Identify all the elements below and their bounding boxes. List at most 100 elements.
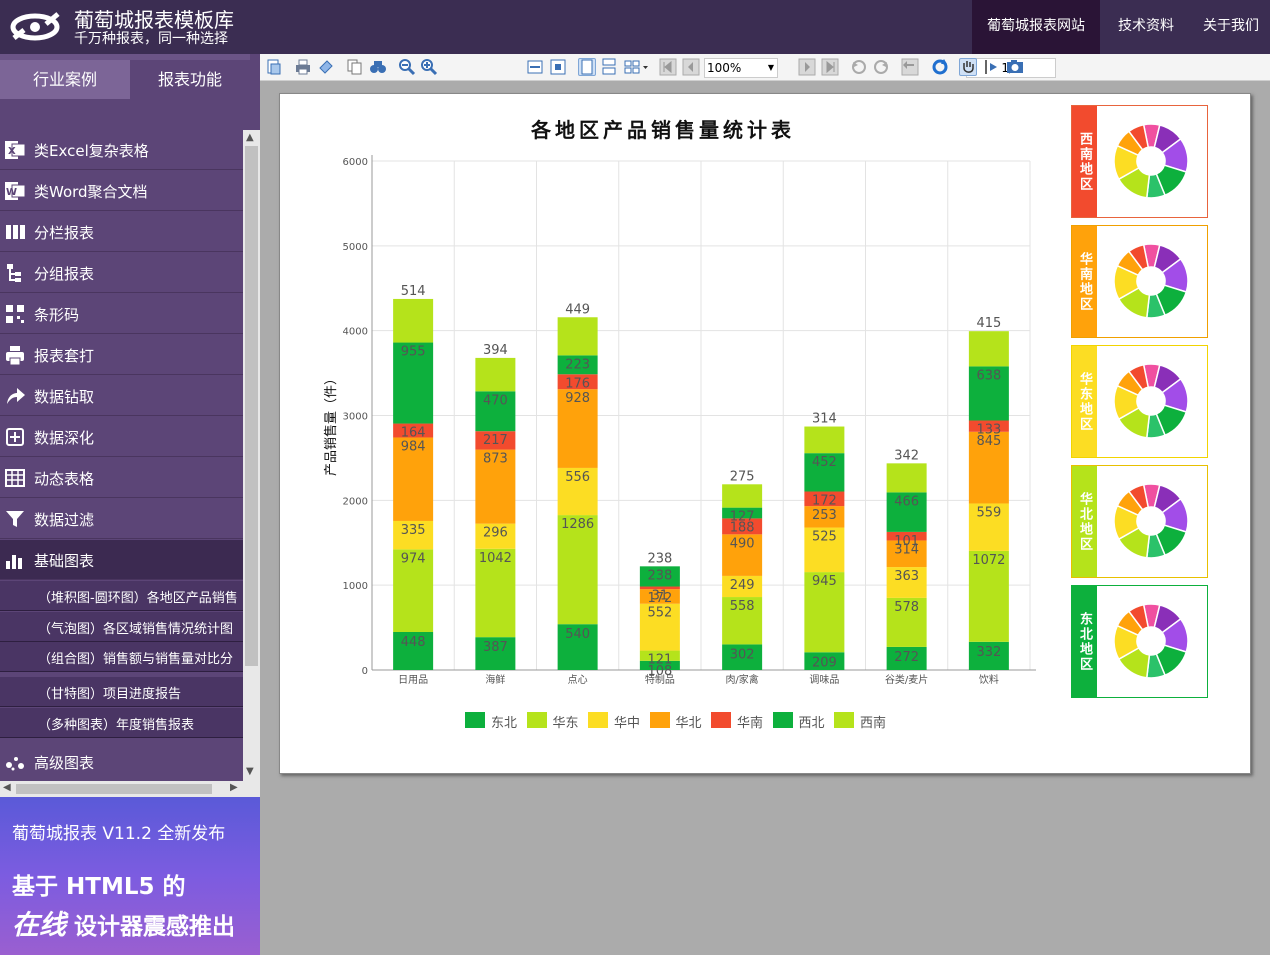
donut-chart — [1114, 604, 1188, 678]
sidebar-item[interactable]: 基础图表 — [0, 540, 243, 580]
tab-report-features[interactable]: 报表功能 — [130, 60, 250, 99]
text-select-icon[interactable] — [983, 58, 1001, 76]
nav-about[interactable]: 关于我们 — [1203, 18, 1259, 34]
x-tick-label: 点心 — [568, 674, 588, 686]
first-page-icon[interactable] — [659, 58, 677, 76]
region-donut-card[interactable]: 华北地区 — [1071, 465, 1208, 578]
data-label: 249 — [730, 578, 755, 593]
region-band — [1072, 466, 1097, 577]
legend-item[interactable]: 西南 — [834, 712, 886, 731]
region-band — [1072, 226, 1097, 337]
legend-swatch — [772, 712, 793, 728]
bar-segment — [393, 342, 434, 424]
excel-icon: X — [5, 141, 26, 159]
region-donut-card[interactable]: 华南地区 — [1071, 225, 1208, 338]
data-label: 335 — [401, 523, 426, 538]
page-setup-icon[interactable] — [317, 58, 335, 76]
legend-item[interactable]: 东北 — [465, 712, 517, 731]
scrollbar-thumb[interactable] — [16, 784, 212, 794]
snapshot-icon[interactable] — [1006, 58, 1024, 76]
multi-page-icon[interactable] — [624, 58, 650, 76]
return-icon[interactable] — [901, 58, 919, 76]
sidebar-subitem[interactable]: （堆积图-圆环图）各地区产品销售 — [0, 581, 243, 611]
nav-tech-docs[interactable]: 技术资料 — [1118, 18, 1174, 34]
fit-page-icon[interactable] — [549, 58, 567, 76]
refresh-icon[interactable] — [931, 58, 949, 76]
sidebar-subitem[interactable]: （多种图表）年度销售报表 — [0, 708, 243, 738]
continuous-page-icon[interactable] — [600, 58, 618, 76]
scroll-left-icon[interactable]: ◀ — [3, 782, 11, 793]
forward-icon[interactable] — [872, 58, 890, 76]
sidebar-horizontal-scrollbar[interactable]: ◀ ▶ — [0, 781, 260, 797]
sidebar-item[interactable]: 数据深化 — [0, 417, 243, 457]
sidebar-subitem[interactable]: （组合图）销售额与销售量对比分 — [0, 642, 243, 672]
region-band — [1072, 586, 1097, 697]
region-donut-card[interactable]: 西南地区 — [1071, 105, 1208, 218]
legend-item[interactable]: 华中 — [588, 712, 640, 731]
zoom-select[interactable]: 100% ▼ — [704, 58, 778, 78]
scrollbar-thumb[interactable] — [245, 146, 258, 666]
bar-segment — [722, 534, 763, 576]
y-tick-label: 4000 — [343, 327, 368, 338]
data-label: 470 — [483, 393, 508, 408]
data-label: 272 — [894, 650, 919, 665]
sidebar-item[interactable]: 数据钻取 — [0, 376, 243, 416]
sidebar-menu: X 类Excel复杂表格 W 类Word聚合文档 分栏报表 分组报表 条形码 报… — [0, 130, 243, 781]
donut-chart — [1114, 244, 1188, 318]
export-icon[interactable] — [265, 58, 283, 76]
pan-hand-icon[interactable] — [959, 58, 977, 76]
next-page-icon[interactable] — [798, 58, 816, 76]
bar-segment — [639, 603, 680, 651]
region-label-wrap: 华北地区 — [1072, 466, 1097, 577]
sidebar-item[interactable]: 分栏报表 — [0, 212, 243, 252]
sidebar-item[interactable]: 分组报表 — [0, 253, 243, 293]
scroll-right-icon[interactable]: ▶ — [230, 782, 238, 793]
sidebar-subitem[interactable]: （气泡图）各区域销售情况统计图 — [0, 612, 243, 642]
single-page-icon[interactable] — [578, 58, 596, 76]
legend-item[interactable]: 华东 — [526, 712, 579, 731]
print-icon[interactable] — [294, 58, 312, 76]
zoom-in-icon[interactable] — [420, 58, 438, 76]
fit-width-icon[interactable] — [526, 58, 544, 76]
bar-segment — [393, 549, 434, 632]
sidebar-item[interactable]: 报表套打 — [0, 335, 243, 375]
sidebar-item[interactable]: X 类Excel复杂表格 — [0, 130, 243, 170]
sidebar-item[interactable]: W 类Word聚合文档 — [0, 171, 243, 211]
sidebar-subitem-label: （多种图表）年度销售报表 — [38, 718, 195, 733]
legend-label: 西北 — [798, 716, 825, 731]
zoom-out-icon[interactable] — [398, 58, 416, 76]
back-icon[interactable] — [850, 58, 868, 76]
x-tick-label: 日用品 — [398, 674, 428, 686]
region-donut-card[interactable]: 华东地区 — [1071, 345, 1208, 458]
sidebar-item[interactable]: 条形码 — [0, 294, 243, 334]
sidebar-subitem[interactable]: （甘特图）项目进度报告 — [0, 677, 243, 707]
data-label: 223 — [565, 357, 590, 372]
legend-item[interactable]: 西北 — [772, 712, 825, 731]
sidebar-item[interactable]: 动态表格 — [0, 458, 243, 498]
sidebar-vertical-scrollbar[interactable]: ▲ ▼ — [243, 130, 260, 782]
scroll-down-icon[interactable]: ▼ — [246, 766, 254, 777]
prev-page-icon[interactable] — [682, 58, 700, 76]
sidebar-item[interactable]: 数据过滤 — [0, 499, 243, 539]
y-tick-label: 6000 — [343, 157, 368, 168]
legend-item[interactable]: 华南 — [711, 712, 763, 731]
data-label: 955 — [401, 345, 426, 360]
sidebar: 行业案例 报表功能 X 类Excel复杂表格 W 类Word聚合文档 分栏报表 … — [0, 54, 260, 797]
scroll-up-icon[interactable]: ▲ — [246, 132, 254, 143]
bar-total-label: 449 — [565, 302, 590, 317]
data-label: 296 — [483, 526, 508, 541]
tab-industry-cases[interactable]: 行业案例 — [0, 60, 130, 99]
copy-icon[interactable] — [346, 58, 364, 76]
find-icon[interactable] — [369, 58, 387, 76]
plot-area: 0 1000 2000 3000 4000 5000 6000 448 974 335 984164… — [343, 155, 1036, 686]
legend-item[interactable]: 华北 — [649, 712, 702, 731]
sidebar-item[interactable]: 高级图表 — [0, 742, 243, 781]
sidebar-subitem-label: （甘特图）项目进度报告 — [38, 687, 182, 702]
nav-website[interactable]: 葡萄城报表网站 — [972, 0, 1100, 54]
promo-banner[interactable]: 葡萄城报表 V11.2 全新发布 基于 HTML5 的 在线 设计器震感推出 — [0, 797, 260, 955]
bar-segment — [639, 589, 680, 604]
last-page-icon[interactable] — [821, 58, 839, 76]
region-donut-card[interactable]: 东北地区 — [1071, 585, 1208, 698]
chart-title: 各地区产品销售量统计表 — [530, 118, 795, 142]
data-label: 974 — [401, 551, 426, 566]
